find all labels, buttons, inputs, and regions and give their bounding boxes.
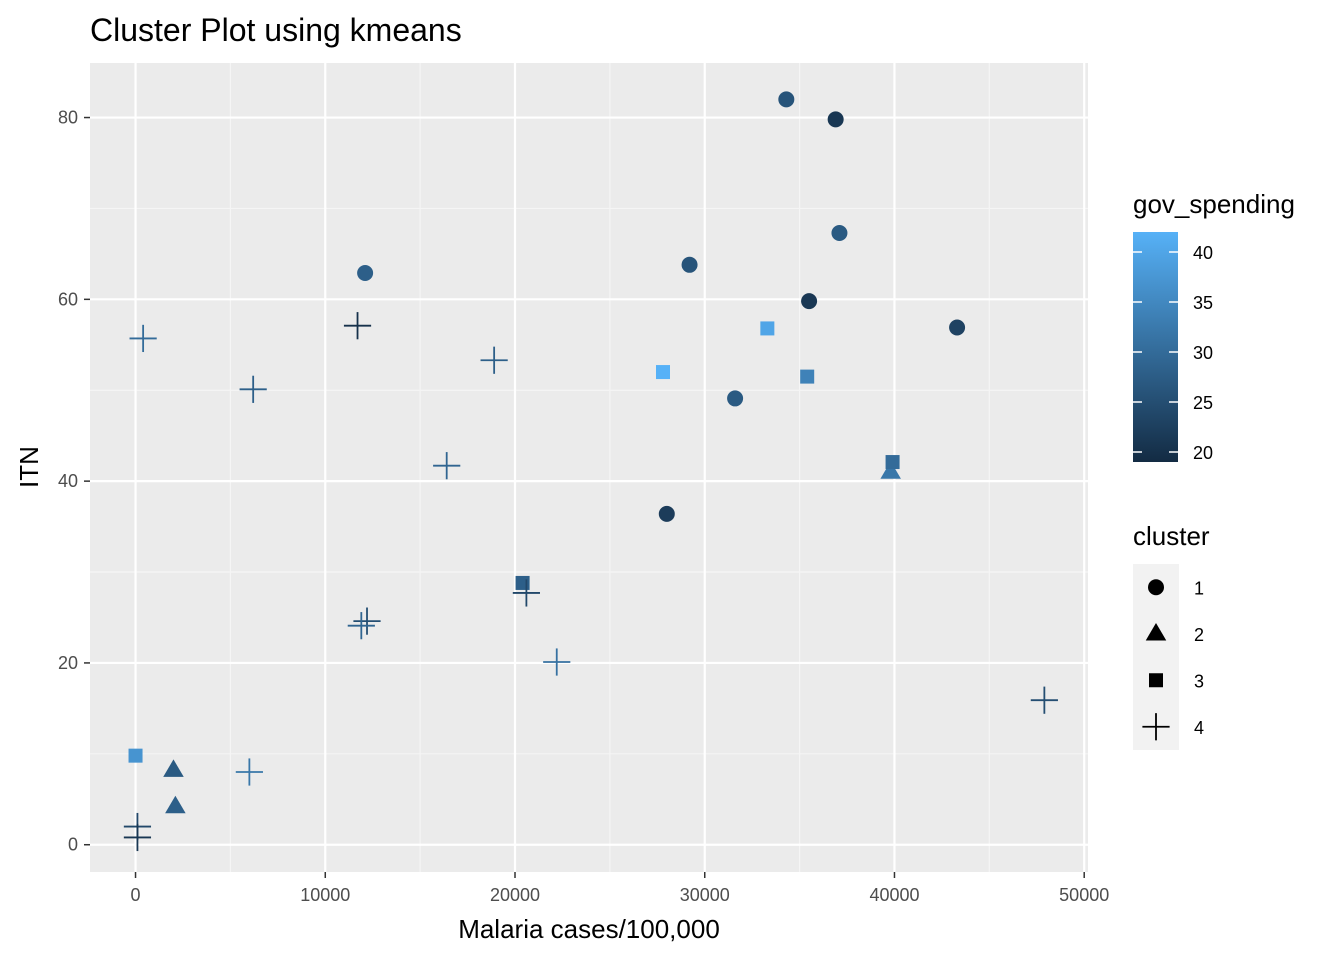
data-point (801, 293, 818, 310)
data-point (239, 375, 267, 403)
chart-title: Cluster Plot using kmeans (90, 12, 462, 48)
colorbar (1133, 232, 1178, 462)
shape-legend-title: cluster (1133, 521, 1210, 551)
y-axis: 0 20 40 60 80 (58, 108, 90, 855)
colorbar-label: 20 (1193, 443, 1213, 463)
data-points (123, 91, 1058, 852)
data-point (1030, 686, 1058, 714)
data-point (235, 758, 263, 786)
colorbar-label: 25 (1193, 393, 1213, 413)
data-point (343, 312, 372, 340)
data-point (512, 579, 540, 607)
data-point (831, 224, 848, 241)
x-tick-label: 30000 (680, 885, 730, 905)
shape-legend-keys: 1 2 3 4 (1133, 564, 1204, 750)
x-axis: 0 10000 20000 30000 40000 50000 (131, 872, 1109, 905)
data-point (800, 369, 815, 384)
x-tick-label: 20000 (490, 885, 540, 905)
data-point (357, 264, 374, 281)
y-tick-label: 80 (58, 108, 78, 128)
data-point (655, 365, 670, 380)
data-point (727, 390, 744, 407)
plot-panel (90, 63, 1088, 872)
x-tick-label: 10000 (300, 885, 350, 905)
x-tick-label: 40000 (869, 885, 919, 905)
legend-key-label: 4 (1194, 718, 1204, 738)
x-tick-label: 0 (131, 885, 141, 905)
data-point (163, 759, 184, 777)
color-legend: gov_spending 20 25 30 35 40 (1133, 189, 1295, 463)
color-legend-title: gov_spending (1133, 189, 1295, 219)
data-point (347, 612, 375, 640)
data-point (515, 575, 530, 590)
data-point (480, 346, 508, 374)
data-point (353, 607, 381, 635)
data-point (123, 823, 152, 852)
legend-key-label: 3 (1194, 671, 1204, 691)
data-point (129, 324, 157, 353)
data-point (949, 319, 966, 336)
data-point (658, 505, 675, 522)
colorbar-label: 40 (1193, 243, 1213, 263)
y-tick-label: 20 (58, 653, 78, 673)
data-point (128, 748, 143, 763)
data-point (778, 91, 795, 108)
x-axis-title: Malaria cases/100,000 (458, 914, 720, 944)
data-point (885, 455, 900, 470)
data-point (827, 111, 844, 128)
legend-key-label: 1 (1194, 578, 1204, 598)
data-point (433, 452, 461, 480)
data-point (760, 321, 775, 336)
y-tick-label: 0 (68, 835, 78, 855)
colorbar-label: 30 (1193, 343, 1213, 363)
legend-key-plus (1142, 713, 1170, 741)
data-point (880, 461, 901, 479)
x-tick-label: 50000 (1059, 885, 1109, 905)
y-tick-label: 60 (58, 289, 78, 309)
y-axis-title: ITN (14, 446, 44, 488)
legend-key-circle (1148, 579, 1164, 596)
data-point (165, 795, 186, 814)
legend-key-label: 2 (1194, 625, 1204, 645)
colorbar-label: 35 (1193, 293, 1213, 313)
data-point (681, 256, 698, 273)
legend-key-square (1149, 673, 1163, 688)
y-tick-label: 40 (58, 471, 78, 491)
legend-key-triangle (1145, 622, 1167, 641)
shape-legend: cluster 1 2 3 4 (1133, 521, 1210, 750)
data-point (543, 648, 571, 676)
minor-gridlines (90, 63, 1088, 872)
colorbar-ticks: 20 25 30 35 40 (1133, 243, 1213, 463)
